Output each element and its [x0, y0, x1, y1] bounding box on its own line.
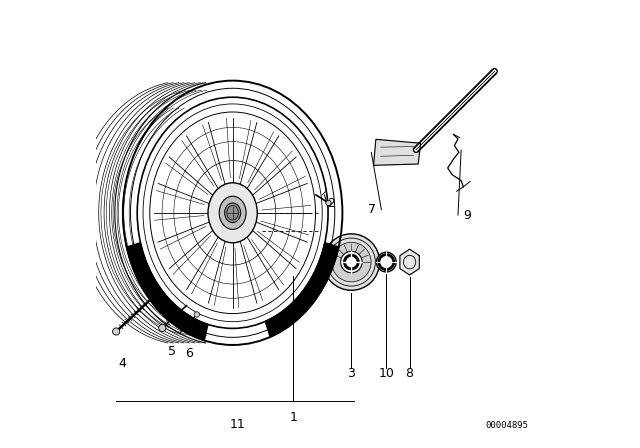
Text: 3: 3: [348, 366, 355, 380]
Ellipse shape: [332, 242, 371, 282]
Ellipse shape: [219, 196, 246, 229]
Ellipse shape: [340, 251, 362, 273]
Ellipse shape: [376, 252, 396, 272]
Ellipse shape: [323, 234, 380, 290]
Ellipse shape: [159, 324, 166, 332]
Text: 9: 9: [463, 208, 471, 222]
Text: 6: 6: [185, 347, 193, 361]
Ellipse shape: [225, 203, 241, 223]
Text: 1: 1: [289, 411, 297, 424]
Polygon shape: [400, 249, 419, 275]
Text: 5: 5: [168, 345, 176, 358]
Text: 8: 8: [406, 366, 413, 380]
Ellipse shape: [113, 328, 120, 335]
Ellipse shape: [344, 254, 359, 270]
Polygon shape: [374, 139, 420, 165]
Ellipse shape: [346, 256, 357, 268]
Polygon shape: [265, 243, 339, 337]
Text: 4: 4: [118, 357, 126, 370]
Text: 7: 7: [368, 203, 376, 216]
Ellipse shape: [208, 183, 257, 243]
Ellipse shape: [326, 200, 332, 206]
Text: 00004895: 00004895: [485, 421, 529, 430]
Text: 10: 10: [378, 366, 394, 380]
Text: 11: 11: [229, 418, 245, 431]
Text: 2: 2: [327, 197, 335, 210]
Polygon shape: [127, 243, 208, 340]
Ellipse shape: [378, 254, 395, 271]
Ellipse shape: [194, 312, 200, 317]
Ellipse shape: [380, 256, 393, 268]
